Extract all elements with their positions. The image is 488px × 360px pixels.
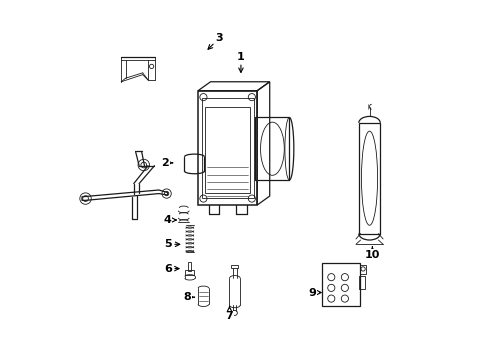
Bar	[198, 91, 257, 205]
Bar	[231, 265, 238, 268]
Bar	[322, 263, 359, 306]
Text: 3: 3	[207, 33, 223, 49]
Bar	[255, 117, 289, 180]
Text: 2: 2	[161, 158, 172, 168]
Bar	[358, 123, 380, 234]
Bar	[358, 276, 364, 289]
Text: 9: 9	[308, 288, 321, 297]
Text: 8: 8	[183, 292, 194, 302]
Text: 1: 1	[237, 52, 244, 72]
Bar	[201, 98, 253, 198]
Bar	[185, 270, 194, 275]
Text: 10: 10	[364, 247, 379, 260]
Text: 5: 5	[163, 239, 180, 249]
Text: 4: 4	[163, 215, 176, 225]
Bar	[205, 107, 249, 193]
Text: 6: 6	[163, 264, 179, 274]
Bar	[359, 265, 366, 274]
Bar	[188, 262, 191, 271]
Text: 7: 7	[225, 307, 233, 321]
